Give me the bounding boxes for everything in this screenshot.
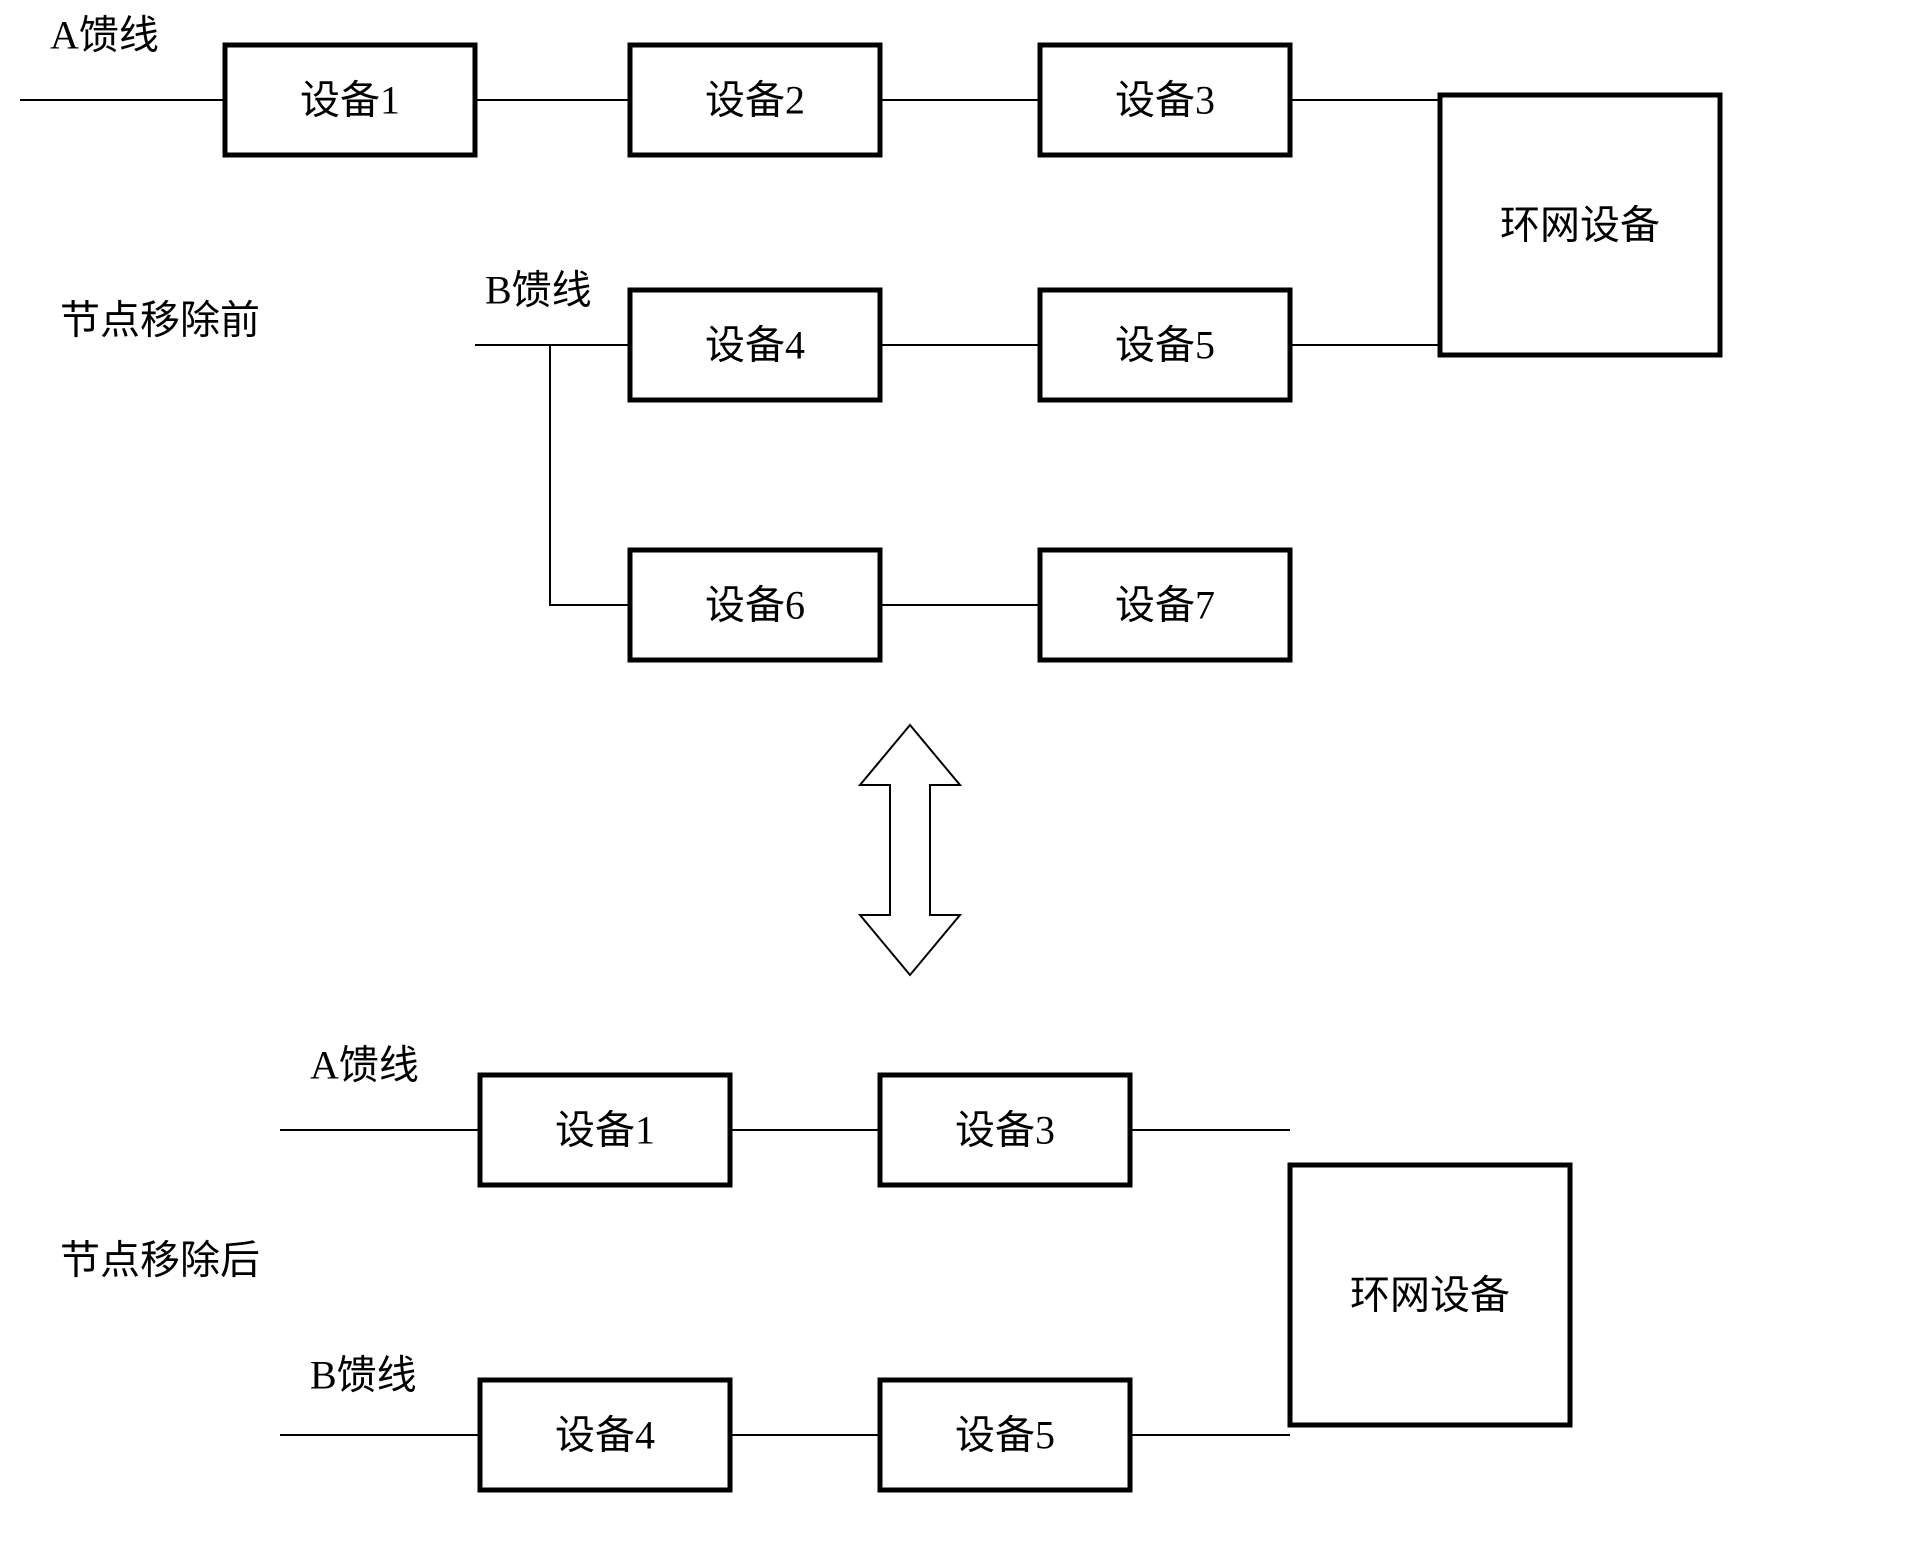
node-t-dev1: 设备1 (225, 45, 475, 155)
node-label-t-dev1: 设备1 (300, 78, 400, 123)
node-t-ring: 环网设备 (1440, 95, 1720, 355)
node-t-dev6: 设备6 (630, 550, 880, 660)
node-label-t-ring: 环网设备 (1500, 203, 1660, 248)
node-label-t-dev5: 设备5 (1115, 323, 1215, 368)
node-label-t-dev2: 设备2 (705, 78, 805, 123)
node-b-dev4: 设备4 (480, 1380, 730, 1490)
node-b-ring: 环网设备 (1290, 1165, 1570, 1425)
node-b-dev5: 设备5 (880, 1380, 1130, 1490)
node-t-dev7: 设备7 (1040, 550, 1290, 660)
node-label-t-dev6: 设备6 (705, 583, 805, 628)
node-label-b-dev5: 设备5 (955, 1413, 1055, 1458)
b-feeder-top: B馈线 (485, 268, 592, 313)
connector-7 (550, 345, 630, 605)
a-feeder-top: A馈线 (50, 13, 159, 58)
node-label-t-dev4: 设备4 (705, 323, 805, 368)
node-label-t-dev3: 设备3 (1115, 78, 1215, 123)
node-t-dev3: 设备3 (1040, 45, 1290, 155)
node-b-dev3: 设备3 (880, 1075, 1130, 1185)
b-feeder-bot: B馈线 (310, 1353, 417, 1398)
node-b-dev1: 设备1 (480, 1075, 730, 1185)
node-t-dev4: 设备4 (630, 290, 880, 400)
node-label-b-dev3: 设备3 (955, 1108, 1055, 1153)
double-arrow-icon (860, 725, 960, 975)
before-label: 节点移除前 (60, 298, 260, 343)
node-label-b-ring: 环网设备 (1350, 1273, 1510, 1318)
node-label-b-dev1: 设备1 (555, 1108, 655, 1153)
a-feeder-bot: A馈线 (310, 1043, 419, 1088)
node-label-t-dev7: 设备7 (1115, 583, 1215, 628)
after-label: 节点移除后 (60, 1238, 260, 1283)
node-t-dev5: 设备5 (1040, 290, 1290, 400)
node-t-dev2: 设备2 (630, 45, 880, 155)
node-label-b-dev4: 设备4 (555, 1413, 655, 1458)
